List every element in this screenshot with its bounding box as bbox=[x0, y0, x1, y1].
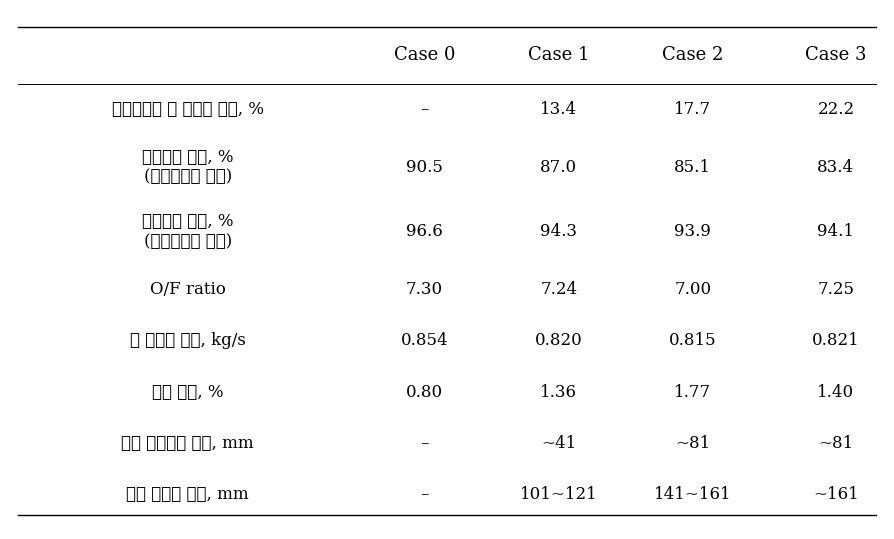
Text: 액체 막냉각 길이, mm: 액체 막냉각 길이, mm bbox=[126, 486, 249, 503]
Text: 과산화수소 중 냉각제 비율, %: 과산화수소 중 냉각제 비율, % bbox=[112, 101, 264, 118]
Text: 총 추진제 유량, kg/s: 총 추진제 유량, kg/s bbox=[130, 333, 246, 349]
Text: 96.6: 96.6 bbox=[406, 223, 443, 240]
Text: 101~121: 101~121 bbox=[520, 486, 597, 503]
Text: 17.7: 17.7 bbox=[674, 101, 712, 118]
Text: –: – bbox=[420, 101, 429, 118]
Text: 압력 섭동, %: 압력 섭동, % bbox=[152, 384, 224, 400]
Text: Case 3: Case 3 bbox=[805, 46, 866, 64]
Text: 1.77: 1.77 bbox=[674, 384, 712, 400]
Text: 7.30: 7.30 bbox=[406, 281, 443, 298]
Text: 0.815: 0.815 bbox=[669, 333, 717, 349]
Text: 13.4: 13.4 bbox=[540, 101, 578, 118]
Text: Case 0: Case 0 bbox=[394, 46, 455, 64]
Text: ~81: ~81 bbox=[818, 435, 854, 452]
Text: Case 1: Case 1 bbox=[528, 46, 589, 64]
Text: 94.1: 94.1 bbox=[817, 223, 855, 240]
Text: 85.1: 85.1 bbox=[674, 158, 712, 176]
Text: 87.0: 87.0 bbox=[540, 158, 578, 176]
Text: 0.821: 0.821 bbox=[812, 333, 860, 349]
Text: 93.9: 93.9 bbox=[674, 223, 712, 240]
Text: ~81: ~81 bbox=[675, 435, 711, 452]
Text: 22.2: 22.2 bbox=[817, 101, 855, 118]
Text: O/F ratio: O/F ratio bbox=[150, 281, 225, 298]
Text: 7.00: 7.00 bbox=[674, 281, 712, 298]
Text: Case 2: Case 2 bbox=[662, 46, 723, 64]
Text: –: – bbox=[420, 486, 429, 503]
Text: 94.3: 94.3 bbox=[540, 223, 578, 240]
Text: ~41: ~41 bbox=[541, 435, 577, 452]
Text: –: – bbox=[420, 435, 429, 452]
Text: 7.25: 7.25 bbox=[817, 281, 855, 298]
Text: 특성속도 효율, %
(단일추진제 모드): 특성속도 효율, % (단일추진제 모드) bbox=[142, 213, 233, 250]
Text: ~161: ~161 bbox=[813, 486, 859, 503]
Text: 0.80: 0.80 bbox=[406, 384, 443, 400]
Text: 7.24: 7.24 bbox=[540, 281, 578, 298]
Text: 141~161: 141~161 bbox=[654, 486, 731, 503]
Text: 초기 가열구간 길이, mm: 초기 가열구간 길이, mm bbox=[122, 435, 254, 452]
Text: 90.5: 90.5 bbox=[406, 158, 443, 176]
Text: 83.4: 83.4 bbox=[817, 158, 855, 176]
Text: 0.820: 0.820 bbox=[535, 333, 583, 349]
Text: 1.40: 1.40 bbox=[817, 384, 855, 400]
Text: 0.854: 0.854 bbox=[401, 333, 449, 349]
Text: 1.36: 1.36 bbox=[540, 384, 578, 400]
Text: 특성속도 효율, %
(이원추진제 모드): 특성속도 효율, % (이원추진제 모드) bbox=[142, 149, 233, 185]
